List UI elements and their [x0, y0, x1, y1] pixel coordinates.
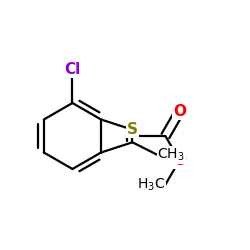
- Text: O: O: [173, 104, 186, 119]
- Text: Cl: Cl: [64, 62, 80, 78]
- Text: S: S: [127, 122, 138, 137]
- Text: H$_3$C: H$_3$C: [137, 176, 166, 193]
- Text: O: O: [173, 153, 186, 168]
- Text: CH$_3$: CH$_3$: [158, 147, 185, 163]
